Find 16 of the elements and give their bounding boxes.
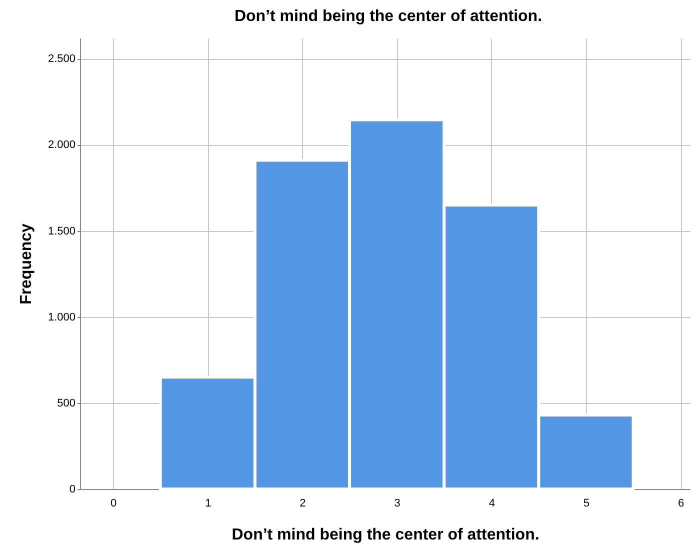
x-axis-title: Don’t mind being the center of attention. bbox=[232, 526, 540, 544]
x-tick-label: 6 bbox=[678, 498, 684, 510]
y-tick-label: 0 bbox=[69, 484, 76, 496]
y-tick-label: 500 bbox=[57, 397, 76, 410]
y-tick-label: 2.000 bbox=[48, 139, 76, 152]
x-tick-label: 4 bbox=[488, 498, 495, 510]
chart-title: Don’t mind being the center of attention. bbox=[234, 8, 542, 25]
x-tick-label: 1 bbox=[205, 498, 212, 510]
y-axis-title: Frequency bbox=[18, 223, 35, 304]
x-tick-label: 0 bbox=[110, 498, 117, 510]
x-tick-label: 5 bbox=[583, 498, 590, 510]
x-tick-label: 2 bbox=[300, 498, 306, 510]
y-tick-label: 1.500 bbox=[48, 225, 76, 238]
x-tick-label: 3 bbox=[394, 498, 400, 510]
y-tick-label: 2.500 bbox=[48, 53, 76, 66]
y-tick-label: 1.000 bbox=[48, 311, 76, 324]
